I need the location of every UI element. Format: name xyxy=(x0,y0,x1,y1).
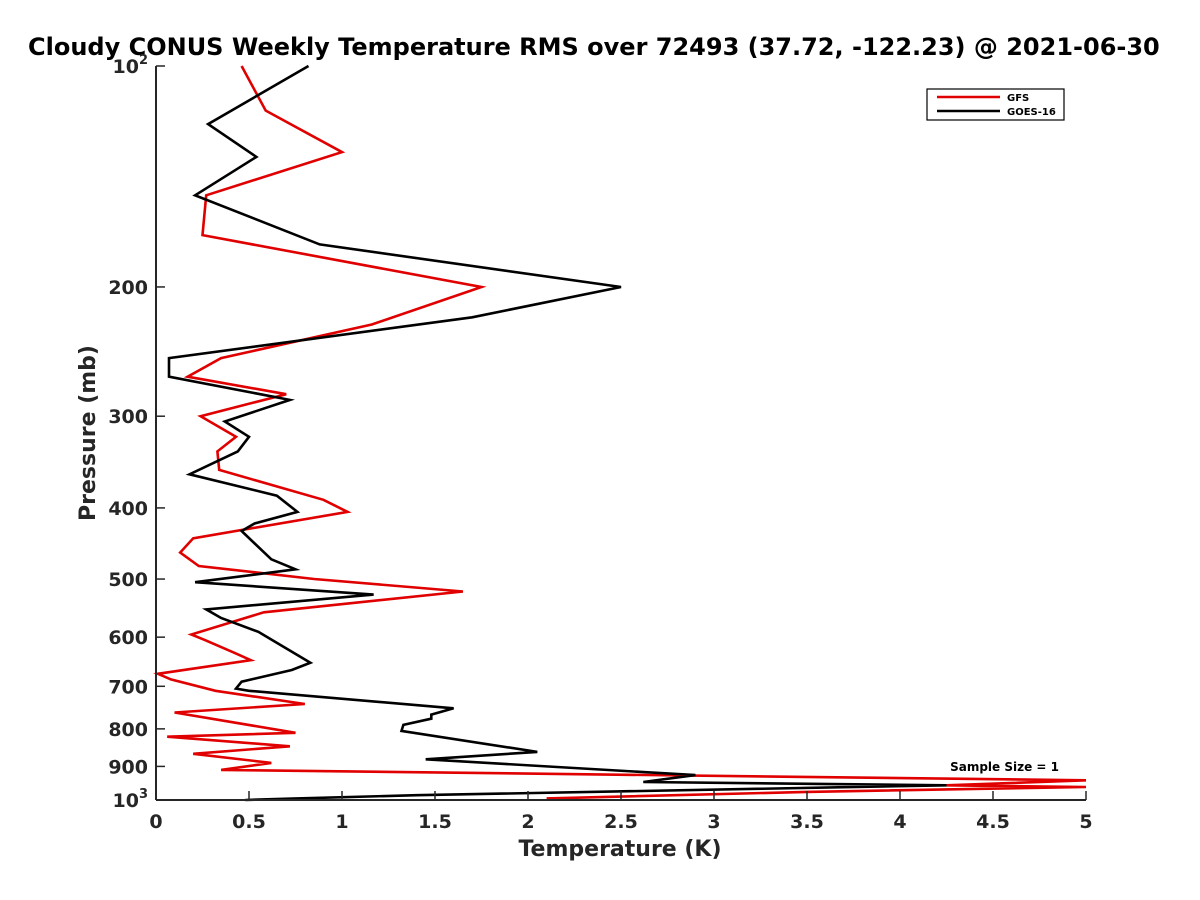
y-tick-label: 300 xyxy=(108,406,148,428)
axes-layer: 0 0.5 1 1.5 2 2.5 3 3.5 4 4.5 5 102 200 300 400 500 600 7… xyxy=(108,53,1092,833)
x-tick-label: 0 xyxy=(149,811,162,833)
x-tick-label: 2 xyxy=(521,811,534,833)
y-axis-label: Pressure (mb) xyxy=(76,345,101,521)
x-tick-label: 1 xyxy=(335,811,348,833)
chart-title: Cloudy CONUS Weekly Temperature RMS over… xyxy=(28,33,1160,61)
legend-label-goes-16: GOES-16 xyxy=(1007,107,1056,118)
series-line-gfs xyxy=(153,65,1087,800)
x-tick-label: 3 xyxy=(707,811,720,833)
y-tick-label: 103 xyxy=(113,787,149,812)
y-tick-label: 900 xyxy=(108,756,148,778)
x-tick-label: 3.5 xyxy=(790,811,824,833)
x-tick-label: 4 xyxy=(893,811,906,833)
legend-label-gfs: GFS xyxy=(1007,93,1029,104)
y-tick-label: 500 xyxy=(108,569,148,591)
y-tick-label: 200 xyxy=(108,277,148,299)
x-tick-label: 0.5 xyxy=(232,811,266,833)
plot-area: 0 0.5 1 1.5 2 2.5 3 3.5 4 4.5 5 102 200 300 400 500 600 7… xyxy=(108,53,1092,833)
y-tick-label: 102 xyxy=(113,53,149,78)
x-axis-label: Temperature (K) xyxy=(518,837,721,862)
series-line-goes-16 xyxy=(167,64,947,802)
y-tick-label: 600 xyxy=(108,627,148,649)
x-tick-label: 2.5 xyxy=(604,811,638,833)
series-layer xyxy=(153,64,1087,802)
x-tick-label: 1.5 xyxy=(418,811,452,833)
sample-size-annotation: Sample Size = 1 xyxy=(950,760,1059,774)
legend: GFS GOES-16 xyxy=(926,88,1065,121)
y-tick-label: 700 xyxy=(108,676,148,698)
y-tick-label: 400 xyxy=(108,498,148,520)
x-tick-label: 5 xyxy=(1079,811,1092,833)
x-tick-label: 4.5 xyxy=(976,811,1010,833)
legend-box xyxy=(926,88,1065,121)
y-tick-label: 800 xyxy=(108,719,148,741)
